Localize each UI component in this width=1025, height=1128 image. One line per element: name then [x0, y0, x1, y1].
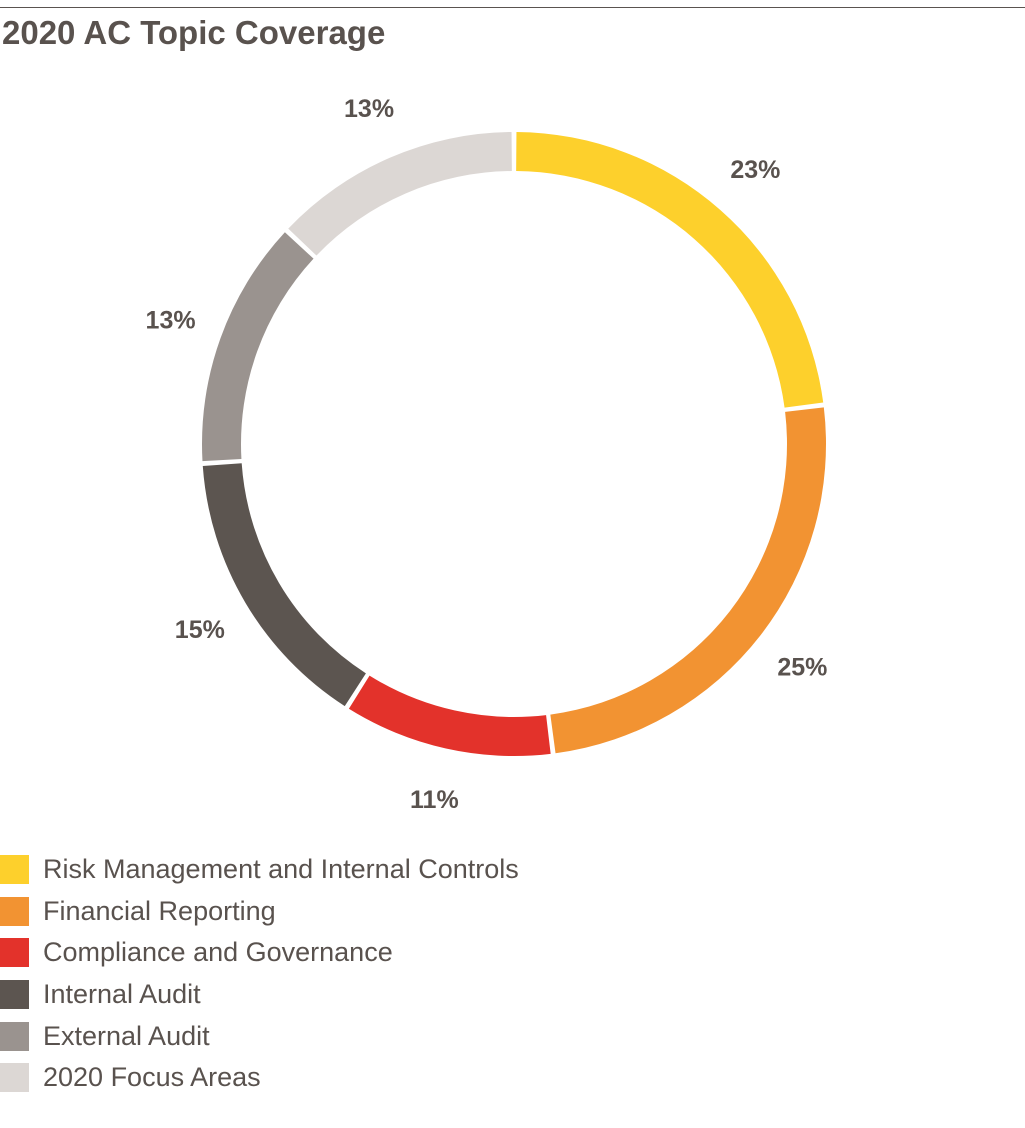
legend-swatch	[0, 1063, 29, 1093]
value-label-external-audit: 13%	[146, 306, 196, 334]
slice-compliance-and-governance	[348, 675, 551, 756]
legend-label: Financial Reporting	[43, 895, 276, 926]
legend-swatch	[0, 938, 29, 968]
legend-swatch	[0, 980, 29, 1010]
donut-slices	[201, 132, 826, 756]
donut-value-labels: 23% 25% 11% 15% 13% 13%	[146, 95, 828, 814]
slice-risk-management-and-internal-controls	[516, 132, 824, 408]
value-label-2020-focus-areas: 13%	[344, 95, 394, 123]
slice-external-audit	[201, 232, 314, 462]
slice-2020-focus-areas	[288, 132, 512, 256]
top-rule	[0, 7, 1025, 8]
legend-item-compliance-and-governance: Compliance and Governance	[0, 932, 519, 974]
value-label-risk-management-and-internal-controls: 23%	[730, 156, 780, 184]
chart-title: 2020 AC Topic Coverage	[2, 14, 386, 51]
slice-financial-reporting	[550, 407, 826, 754]
legend-label: External Audit	[43, 1020, 210, 1051]
legend: Risk Management and Internal Controls Fin…	[0, 849, 519, 1099]
donut-chart: 23% 25% 11% 15% 13% 13%	[146, 95, 828, 814]
legend-label: Compliance and Governance	[43, 937, 393, 968]
legend-swatch	[0, 1021, 29, 1051]
value-label-internal-audit: 15%	[175, 616, 225, 644]
legend-item-financial-reporting: Financial Reporting	[0, 891, 519, 933]
slice-internal-audit	[202, 463, 366, 707]
legend-label: Internal Audit	[43, 979, 201, 1010]
legend-item-external-audit: External Audit	[0, 1015, 519, 1057]
legend-item-risk-management-and-internal-controls: Risk Management and Internal Controls	[0, 849, 519, 891]
legend-swatch	[0, 896, 29, 926]
value-label-compliance-and-governance: 11%	[410, 786, 459, 814]
legend-label: 2020 Focus Areas	[43, 1062, 261, 1093]
legend-item-internal-audit: Internal Audit	[0, 974, 519, 1016]
legend-item-2020-focus-areas: 2020 Focus Areas	[0, 1057, 519, 1099]
legend-label: Risk Management and Internal Controls	[43, 854, 519, 885]
legend-swatch	[0, 855, 29, 885]
value-label-financial-reporting: 25%	[777, 654, 827, 682]
